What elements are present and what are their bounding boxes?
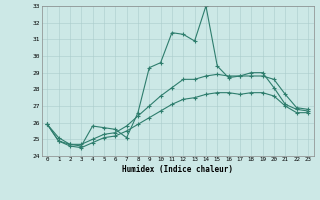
X-axis label: Humidex (Indice chaleur): Humidex (Indice chaleur) <box>122 165 233 174</box>
